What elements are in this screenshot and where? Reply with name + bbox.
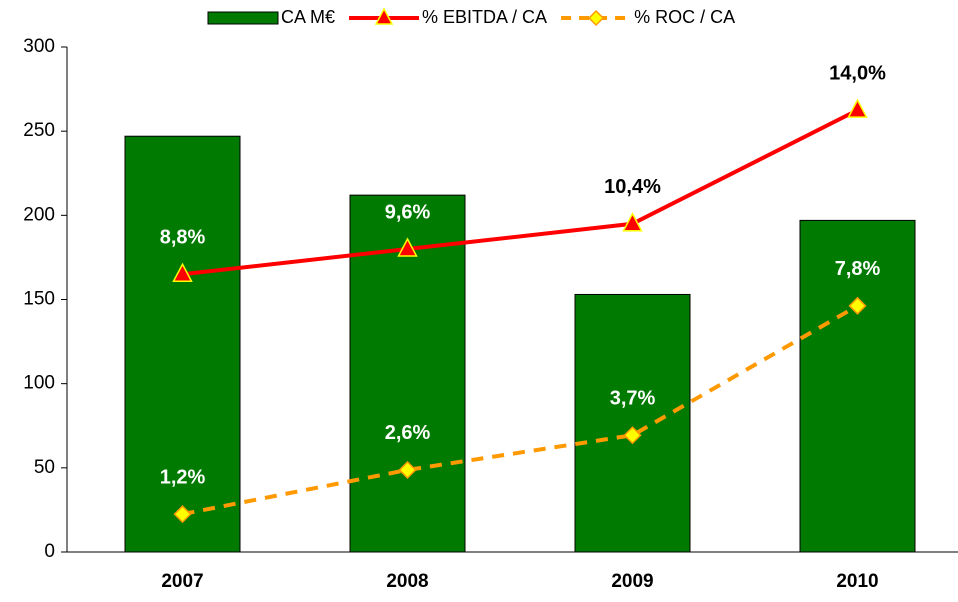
y-tick-label: 250 bbox=[23, 120, 55, 141]
marker bbox=[623, 426, 642, 445]
marker bbox=[398, 460, 417, 479]
legend-marker bbox=[374, 7, 394, 25]
bar bbox=[124, 135, 241, 553]
data-label: 8,8% bbox=[160, 227, 206, 249]
bar bbox=[574, 293, 691, 553]
legend-label: % EBITDA / CA bbox=[422, 7, 547, 27]
data-label: 9,6% bbox=[385, 201, 431, 223]
legend-marker bbox=[588, 9, 605, 27]
legend-label: CA M€ bbox=[281, 7, 335, 27]
data-label: 3,7% bbox=[610, 388, 656, 410]
x-tick-label: 2009 bbox=[611, 571, 653, 592]
x-tick-label: 2008 bbox=[386, 571, 428, 592]
y-tick-label: 50 bbox=[34, 457, 55, 478]
line bbox=[182, 304, 859, 517]
y-tick-label: 150 bbox=[23, 289, 55, 310]
bar bbox=[799, 219, 916, 553]
data-label: 2,6% bbox=[385, 422, 431, 444]
marker bbox=[397, 237, 418, 257]
y-tick-label: 200 bbox=[23, 204, 55, 225]
marker bbox=[848, 296, 867, 315]
legend-label: % ROC / CA bbox=[634, 7, 735, 27]
line bbox=[182, 108, 859, 277]
marker bbox=[172, 262, 193, 282]
data-label: 10,4% bbox=[604, 176, 661, 198]
x-tick-label: 2007 bbox=[161, 571, 203, 592]
y-tick-label: 300 bbox=[23, 36, 55, 57]
marker bbox=[847, 98, 868, 118]
y-tick-label: 0 bbox=[44, 541, 55, 562]
data-label: 1,2% bbox=[160, 466, 206, 488]
x-tick-label: 2010 bbox=[836, 571, 878, 592]
marker bbox=[622, 212, 643, 232]
data-label: 14,0% bbox=[829, 62, 886, 84]
legend-swatch bbox=[207, 11, 279, 25]
data-label: 7,8% bbox=[835, 258, 881, 280]
marker bbox=[173, 505, 192, 524]
y-tick-label: 100 bbox=[23, 373, 55, 394]
